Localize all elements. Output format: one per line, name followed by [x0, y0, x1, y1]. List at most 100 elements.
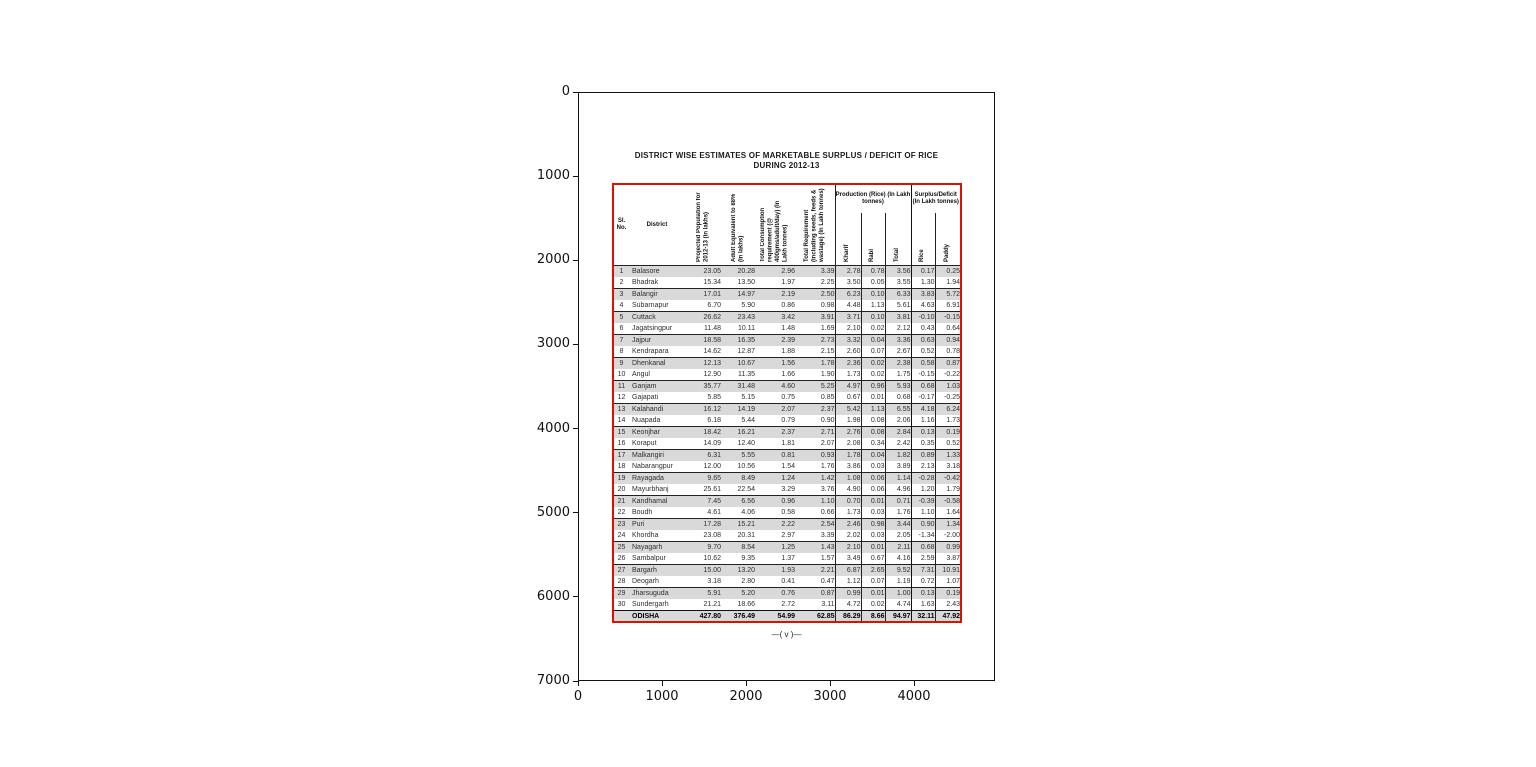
table-cell: 3 [613, 288, 629, 300]
table-row: 24 Khordha 23.08 20.31 2.97 3.39 2.02 0.03 2.05-… [613, 530, 962, 542]
table-cell: 1.00 [884, 587, 912, 599]
table-cell: 0.90 [910, 518, 936, 530]
table-row: 5 Cuttack 26.62 23.43 3.42 3.91 3.71 0.10 3.81 -0… [613, 311, 962, 323]
table-cell: 22.54 [737, 486, 755, 493]
table-cell: 20 [617, 486, 626, 493]
table-cell: 2.71 [795, 426, 835, 438]
table-cell: 0.67 [860, 553, 885, 565]
table-cell: 15.21 [721, 518, 755, 530]
table-cell: 0.06 [860, 472, 885, 484]
y-tick-label: 7000 [536, 673, 570, 688]
table-row: 2 Bhadrak 15.34 13.50 1.97 2.25 3.50 0.05 3.55 1.… [613, 277, 962, 289]
document-title-line2: DURING 2012-13 [753, 161, 820, 170]
y-tick-label: 4000 [536, 420, 570, 436]
x-tick-label: 1000 [645, 689, 679, 704]
table-cell: 10 [617, 371, 626, 378]
table-cell: 1.57 [820, 555, 835, 562]
table-cell: 12.13 [685, 357, 721, 369]
table-cell: 4.90 [834, 484, 861, 496]
table-cell: 3.39 [795, 265, 835, 277]
table-cell: 10.11 [738, 325, 755, 332]
table-cell: 3.18 [707, 578, 721, 585]
table-cell: 10.56 [737, 463, 755, 470]
header-group-production: Production (Rice) (In Lakh tonnes) [834, 184, 912, 213]
table-cell [613, 610, 629, 622]
table-cell: Sundergarh [632, 601, 669, 608]
table-cell: 5.42 [834, 403, 861, 415]
table-cell: 4.97 [834, 380, 861, 392]
table-cell: 3.81 [884, 311, 912, 323]
table-cell: 16 [617, 440, 626, 447]
table-cell: 7 [613, 334, 629, 346]
table-cell: 94.97 [884, 610, 912, 622]
x-tick-mark [914, 681, 915, 686]
table-cell: 21.21 [703, 601, 721, 608]
table-cell: 2.02 [834, 530, 861, 542]
table-cell: 22 [617, 509, 626, 516]
table-cell: 3.76 [820, 486, 835, 493]
table-cell: 0.76 [755, 587, 795, 599]
table-cell: 10.62 [703, 555, 721, 562]
document-title: DISTRICT WISE ESTIMATES OF MARKETABLE SU… [579, 151, 994, 171]
table-cell: 0.17 [910, 265, 936, 277]
table-cell: Koraput [632, 440, 657, 447]
table-cell: 5.25 [795, 380, 835, 392]
table-row: 29 Jharsuguda 5.91 5.20 0.76 0.87 0.99 0.01 1.00… [613, 587, 962, 599]
table-cell: 1.93 [755, 564, 795, 576]
table-cell: 3.91 [795, 311, 835, 323]
table-row: 25 Nayagarh 9.70 8.54 1.25 1.43 2.10 0.01 2.11 0.… [613, 541, 962, 553]
y-tick-label: 0 [561, 84, 570, 99]
table-cell: 0.03 [860, 507, 885, 519]
table-cell: 10.91 [934, 564, 962, 576]
table-cell: 0.34 [860, 438, 885, 450]
table-cell: 2.60 [834, 346, 861, 358]
table-cell: 6.91 [934, 300, 962, 312]
table-cell: 0.03 [860, 461, 885, 473]
table-cell: Balangir [629, 288, 685, 300]
table-cell: 20.28 [721, 265, 755, 277]
table-cell: 1.13 [860, 403, 885, 415]
y-tick-mark [573, 91, 578, 93]
table-cell: Sambalpur [632, 555, 666, 562]
table-cell: 0.08 [860, 415, 885, 427]
table-cell: 6.55 [884, 403, 912, 415]
table-row: 11 Ganjam 35.77 31.48 4.60 5.25 4.97 0.96 5.93 0.… [613, 380, 962, 392]
table-cell: Balasore [629, 265, 685, 277]
table-cell: 13.50 [737, 279, 755, 286]
y-tick-mark [573, 175, 578, 177]
table-cell: 1.24 [755, 472, 795, 484]
table-cell: 24 [617, 532, 626, 539]
header-total-requirement: Total Requirement (including seeds, feed… [803, 188, 825, 263]
table-cell: Jajpur [629, 334, 685, 346]
table-cell: 0.19 [934, 587, 962, 599]
table-cell: 6.87 [834, 564, 861, 576]
table-cell: Jagatsingpur [632, 325, 673, 332]
table-cell: 3.44 [884, 518, 912, 530]
table-cell: 2.06 [884, 415, 912, 427]
table-cell: 29 [613, 587, 629, 599]
table-row: 10 Angul 12.90 11.35 1.66 1.90 1.73 0.02 1.75 -0.… [613, 369, 962, 381]
table-cell: 0.93 [795, 449, 835, 461]
table-cell: 0.79 [781, 417, 795, 424]
table-cell: 3.29 [781, 486, 795, 493]
table-cell: 14 [617, 417, 626, 424]
table-cell: 2.38 [884, 357, 912, 369]
table-row: 4 Subarnapur 6.70 5.90 0.86 0.98 4.48 1.13 5.61 4… [613, 300, 962, 312]
table-cell: 1.73 [834, 507, 861, 519]
table-cell: 0.71 [884, 495, 912, 507]
table-cell: 1.10 [795, 495, 835, 507]
table-cell: 16.12 [685, 403, 721, 415]
header-projected-population: Projected Population for 2012-13 (in lak… [695, 192, 710, 263]
table-cell: 4.48 [834, 300, 861, 312]
table-cell: 2 [619, 279, 624, 286]
table-cell: 5.85 [707, 394, 721, 401]
table-cell: 17 [613, 449, 629, 461]
table-cell: 8.66 [860, 610, 885, 622]
table-cell: 12.40 [737, 440, 755, 447]
table-cell: 3.89 [884, 461, 912, 473]
table-cell: 0.87 [934, 357, 962, 369]
table-cell: Bargarh [629, 564, 685, 576]
table-cell: 2.67 [884, 346, 912, 358]
table-cell: 2.08 [834, 438, 861, 450]
